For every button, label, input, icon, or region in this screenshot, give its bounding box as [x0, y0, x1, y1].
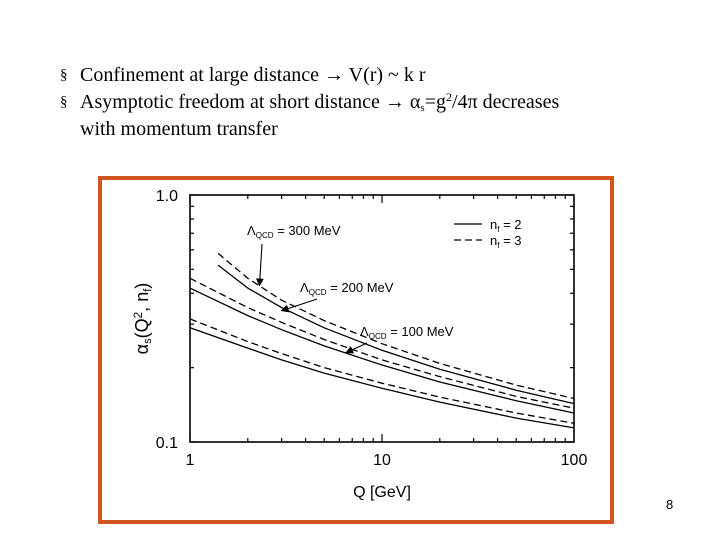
x-tick-label: 1: [186, 452, 195, 469]
g-exponent: 2: [445, 90, 452, 104]
bullet-text-prefix: Asymptotic freedom at short distance → α: [80, 91, 421, 113]
y-tick-label: 1.0: [156, 188, 178, 205]
legend-label: nf = 3: [490, 233, 522, 250]
page-number: 8: [666, 497, 674, 512]
lambda-annotation: ΛQCD = 300 MeV: [247, 223, 341, 240]
annotation-arrow: [255, 243, 264, 287]
legend-label: nf = 2: [490, 217, 522, 234]
lambda-annotation: ΛQCD = 200 MeV: [300, 280, 394, 297]
x-tick-label: 100: [561, 452, 588, 469]
series-line-lambda-100mev-nf2: [189, 327, 575, 429]
series-line-lambda-100mev-nf3: [189, 318, 575, 424]
bullet-confinement: § Confinement at large distance → V(r) ~…: [60, 62, 710, 89]
bullet-text-mid: =g: [424, 91, 446, 113]
annotation-arrow: [345, 342, 368, 354]
bullet-continuation: with momentum transfer: [60, 116, 710, 143]
lambda-annotation: ΛQCD = 100 MeV: [360, 324, 454, 341]
bullet-continuation-text: with momentum transfer: [80, 118, 278, 140]
annotation-arrow: [280, 298, 318, 313]
bullet-text: Confinement at large distance → V(r) ~ k…: [80, 64, 426, 86]
x-tick-label: 10: [373, 452, 391, 469]
series-line-lambda-300mev-nf3: [217, 252, 575, 400]
figure-frame: 1 10 100 1.0 0.1 Q [GeV] αs(Q2, nf) nf = 2 nf = …: [98, 176, 614, 524]
bullet-asymptotic-freedom: § Asymptotic freedom at short distance →…: [60, 89, 710, 116]
y-tick-label: 0.1: [156, 435, 178, 452]
alpha-s-running-chart: 1 10 100 1.0 0.1 Q [GeV] αs(Q2, nf) nf = 2nf = …: [132, 188, 588, 501]
bullet-marker: §: [60, 67, 68, 83]
y-axis-label: αs(Q2, nf): [132, 283, 154, 355]
bullet-list: § Confinement at large distance → V(r) ~…: [60, 62, 710, 143]
bullet-text-suffix: /4π decreases: [451, 91, 560, 113]
x-axis-label: Q [GeV]: [353, 484, 411, 501]
alpha-subscript: s: [420, 102, 425, 114]
series-line-lambda-200mev-nf2: [189, 287, 575, 414]
bullet-marker: §: [60, 94, 68, 110]
series-line-lambda-300mev-nf2: [217, 264, 575, 405]
